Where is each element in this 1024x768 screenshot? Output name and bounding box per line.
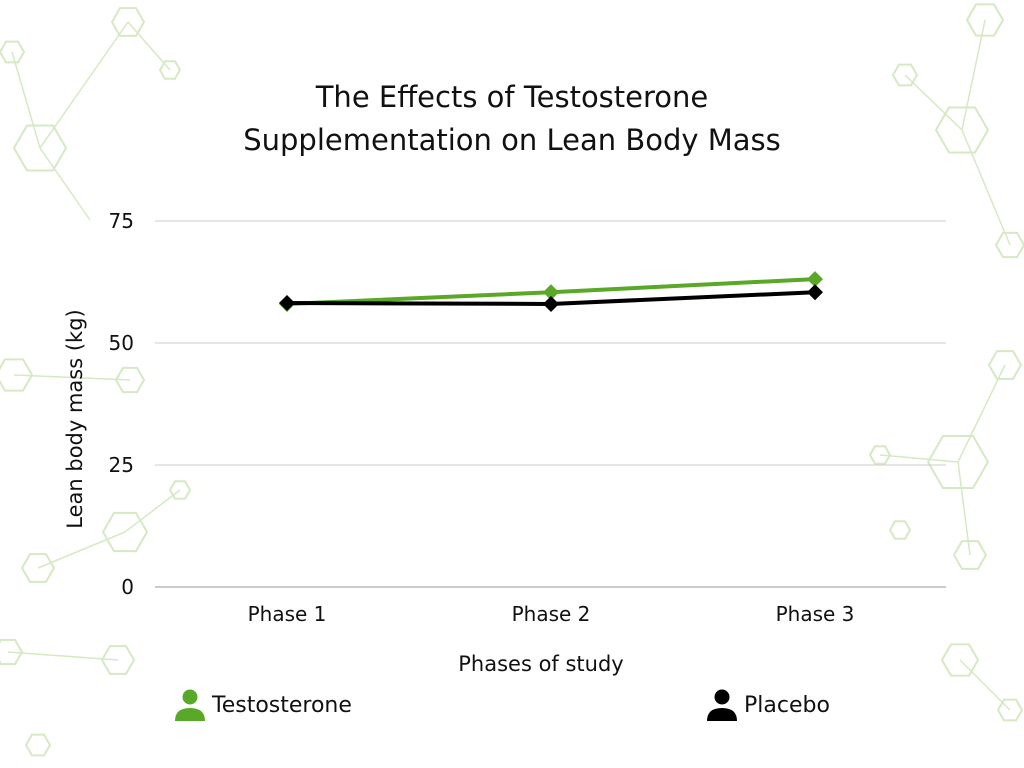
x-tick-label: Phase 3 [776,602,855,626]
hexagon-shape [952,540,988,570]
y-axis-ticks: 0 25 50 75 [109,209,134,599]
hexagon-shape [0,638,24,666]
hexagon-shape [965,3,1005,37]
series-lines [279,271,823,312]
bond-line [124,489,181,533]
hexagon-shape [934,106,990,154]
bond-line [961,129,1011,246]
hexagon-shape [12,124,68,172]
hexagon-shape [168,480,192,500]
chart-title-line-1: The Effects of Testosterone [315,80,709,114]
data-point-placebo [279,294,295,311]
bond-line [127,21,171,71]
bond-line [957,461,971,556]
hexagon-shape [158,60,182,80]
x-tick-label: Phase 1 [248,602,327,626]
x-axis-ticks: Phase 1 Phase 2 Phase 3 [248,602,855,626]
hexagon-shape [868,445,892,465]
bond-line [7,651,119,661]
legend-label: Placebo [744,692,830,718]
hexagon-shape [24,733,52,757]
bond-line [961,19,986,131]
hexagon-shape [0,358,34,392]
bond-line [11,51,41,149]
hexagon-shape [994,231,1024,259]
hexagon-shape [888,520,912,540]
data-point-testosterone [807,271,823,288]
x-tick-label: Phase 2 [512,602,591,626]
chart-title-line-2: Supplementation on Lean Body Mass [243,123,781,157]
data-point-placebo [807,284,823,301]
chart-title: The Effects of Testosterone Supplementat… [0,76,1024,162]
hexagon-shape [996,698,1024,722]
y-tick-label: 25 [109,453,134,477]
bond-line [39,147,91,221]
bond-line [13,374,131,381]
legend-item-testosterone: Testosterone [174,688,352,722]
bond-line [959,659,1011,711]
bond-line [904,74,963,131]
hexagon-shape [987,350,1023,380]
hexagon-shape [891,63,919,87]
y-axis-label: Lean body mass (kg) [63,309,87,528]
hexagon-shape [20,553,56,583]
hexagon-shape [101,511,149,553]
legend-item-placebo: Placebo [706,688,830,722]
hexagon-shape [940,643,980,677]
bond-line [879,454,959,463]
bond-line [957,364,1006,463]
data-point-testosterone [543,284,559,301]
data-point-placebo [543,295,559,312]
bond-line [39,21,129,149]
hexagon-shape [926,435,990,489]
hexagon-shape [100,645,136,675]
y-tick-label: 50 [109,331,134,355]
person-icon [707,689,737,721]
y-tick-label: 75 [109,209,134,233]
hexagon-shape [0,40,26,64]
person-icon [175,689,205,721]
hexagon-shape [110,7,146,37]
gridlines [155,220,946,588]
y-tick-label: 0 [121,575,134,599]
x-axis-label: Phases of study [458,652,623,676]
bond-line [37,531,126,569]
legend-label: Testosterone [212,692,352,718]
